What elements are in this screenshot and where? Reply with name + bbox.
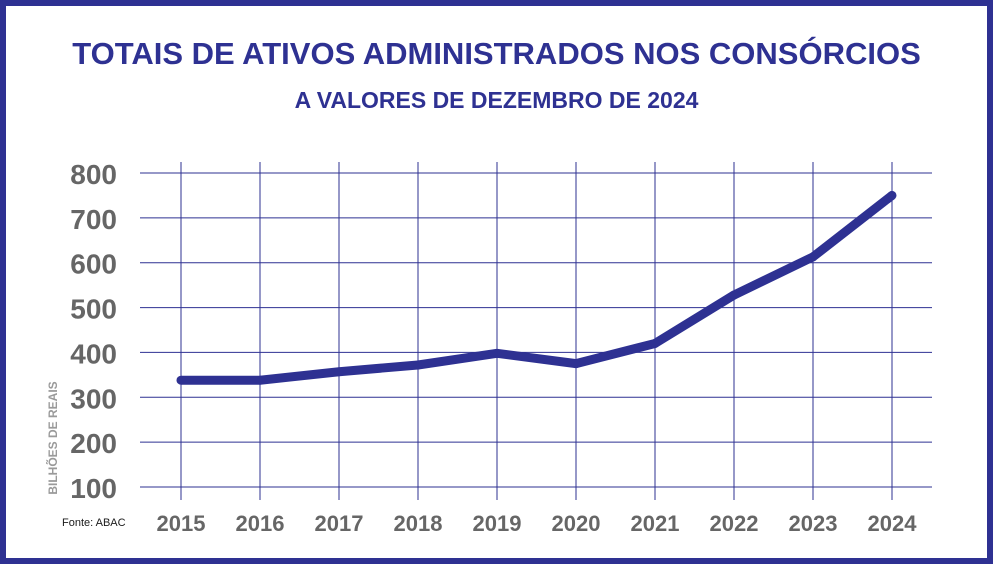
series-total-assets	[176, 190, 897, 385]
y-tick-label: 400	[70, 338, 117, 369]
data-point	[176, 375, 186, 385]
data-point	[729, 290, 739, 300]
x-tick-label: 2019	[473, 511, 522, 536]
x-tick-label: 2024	[868, 511, 918, 536]
data-point	[334, 367, 344, 377]
y-tick-label: 300	[70, 383, 117, 414]
x-tick-label: 2015	[157, 511, 206, 536]
series-line	[181, 191, 895, 385]
data-point	[492, 348, 502, 358]
x-tick-label: 2022	[710, 511, 759, 536]
data-point	[650, 338, 660, 348]
y-tick-label: 500	[70, 294, 117, 325]
y-tick-label: 700	[70, 204, 117, 235]
data-point	[808, 252, 818, 262]
x-tick-label: 2020	[552, 511, 601, 536]
source-note: Fonte: ABAC	[62, 517, 126, 529]
y-tick-label: 600	[70, 249, 117, 280]
grid	[140, 162, 932, 500]
y-tick-label: 100	[70, 473, 117, 504]
data-point	[887, 190, 897, 200]
x-tick-label: 2017	[315, 511, 364, 536]
y-tick-labels: 100 200 300 400 500 600 700 800	[70, 159, 117, 504]
chart-title: TOTAIS DE ATIVOS ADMINISTRADOS NOS CONSÓ…	[72, 36, 921, 71]
x-tick-label: 2021	[631, 511, 680, 536]
y-tick-label: 200	[70, 428, 117, 459]
data-point	[255, 375, 265, 385]
chart-subtitle: A VALORES DE DEZEMBRO DE 2024	[294, 87, 699, 113]
data-point	[571, 359, 581, 369]
y-tick-label: 800	[70, 159, 117, 190]
data-point	[413, 360, 423, 370]
x-tick-labels: 2015 2016 2017 2018 2019 2020 2021 2022 2023 2024	[157, 511, 918, 536]
x-tick-label: 2023	[789, 511, 838, 536]
y-axis-label: BILHÕES DE REAIS	[45, 381, 60, 494]
x-tick-label: 2018	[394, 511, 443, 536]
x-tick-label: 2016	[236, 511, 285, 536]
